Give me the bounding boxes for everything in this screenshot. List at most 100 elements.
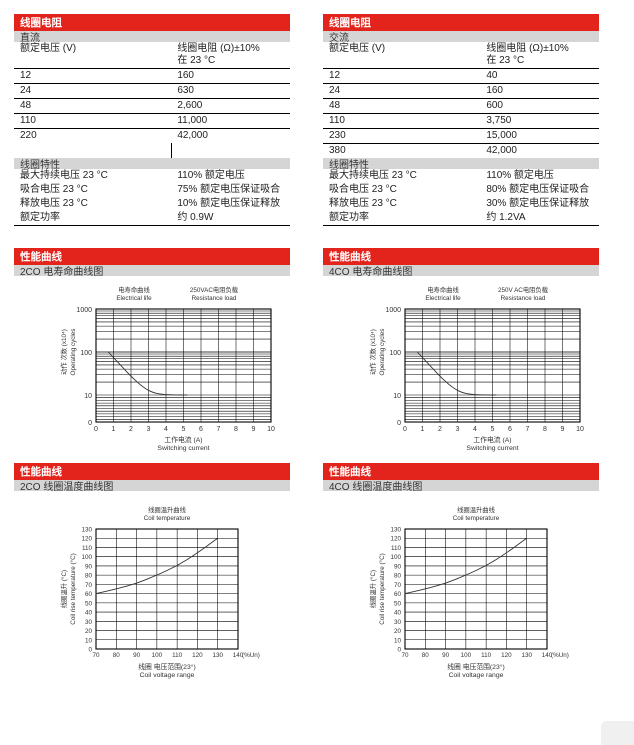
svg-text:线圈温升 (°C): 线圈温升 (°C) [368,570,377,608]
svg-text:110: 110 [82,545,93,552]
svg-text:100: 100 [152,652,163,659]
svg-text:20: 20 [85,628,93,635]
svg-text:90: 90 [85,563,93,570]
svg-text:0: 0 [397,420,401,427]
svg-text:5: 5 [182,426,186,433]
svg-text:10: 10 [393,393,401,400]
svg-text:1: 1 [421,426,425,433]
svg-text:线圈温升曲线: 线圈温升曲线 [148,505,186,514]
svg-text:10: 10 [576,426,584,433]
svg-text:60: 60 [85,591,93,598]
svg-text:30: 30 [394,619,402,626]
svg-text:2: 2 [129,426,133,433]
svg-text:Switching current: Switching current [157,445,209,452]
svg-text:9: 9 [561,426,565,433]
svg-text:80: 80 [394,573,402,580]
svg-text:1000: 1000 [385,307,401,314]
svg-text:120: 120 [390,536,401,543]
svg-text:250V AC电阻负载: 250V AC电阻负载 [498,285,549,294]
svg-text:(%Un): (%Un) [551,652,569,659]
svg-text:7: 7 [217,426,221,433]
svg-text:130: 130 [390,527,401,534]
svg-text:9: 9 [252,426,256,433]
svg-text:90: 90 [133,652,141,659]
svg-text:130: 130 [212,652,223,659]
svg-text:70: 70 [401,652,409,659]
svg-text:80: 80 [422,652,430,659]
svg-text:130: 130 [521,652,532,659]
svg-text:8: 8 [543,426,547,433]
svg-text:线圈 电压范围(23°): 线圈 电压范围(23°) [447,662,504,671]
svg-text:10: 10 [85,637,93,644]
svg-text:0: 0 [94,426,98,433]
svg-text:Electrical life: Electrical life [116,295,152,302]
svg-text:(%Un): (%Un) [242,652,260,659]
svg-text:120: 120 [81,536,92,543]
svg-text:电寿命曲线: 电寿命曲线 [118,285,150,294]
svg-text:动作 次数 (x10⁴): 动作 次数 (x10⁴) [59,329,68,375]
svg-text:工作电流 (A): 工作电流 (A) [473,435,511,444]
svg-text:线圈温升 (°C): 线圈温升 (°C) [59,570,68,608]
svg-text:8: 8 [234,426,238,433]
svg-text:100: 100 [80,350,92,357]
svg-text:Operating cycles: Operating cycles [379,329,386,376]
svg-text:30: 30 [85,619,93,626]
svg-text:0: 0 [88,420,92,427]
svg-text:100: 100 [390,554,401,561]
svg-text:70: 70 [394,582,402,589]
svg-text:Switching current: Switching current [466,445,518,452]
svg-text:80: 80 [85,573,93,580]
svg-text:Coil voltage range: Coil voltage range [449,672,504,679]
svg-text:120: 120 [501,652,512,659]
svg-text:5: 5 [491,426,495,433]
svg-text:100: 100 [81,554,92,561]
svg-text:40: 40 [394,610,402,617]
svg-text:Coil temperature: Coil temperature [453,515,500,522]
svg-text:线圈 电压范围(23°): 线圈 电压范围(23°) [138,662,195,671]
svg-text:Resistance load: Resistance load [192,295,237,302]
svg-text:250VAC电阻负载: 250VAC电阻负载 [190,285,239,294]
svg-text:Operating cycles: Operating cycles [70,329,77,376]
svg-text:80: 80 [113,652,121,659]
svg-text:70: 70 [92,652,100,659]
svg-text:90: 90 [394,563,402,570]
svg-text:4: 4 [164,426,168,433]
svg-text:3: 3 [147,426,151,433]
svg-text:60: 60 [394,591,402,598]
svg-text:10: 10 [394,637,402,644]
svg-text:100: 100 [461,652,472,659]
svg-text:动作 次数 (x10⁴): 动作 次数 (x10⁴) [368,329,377,375]
svg-text:Coil temperature: Coil temperature [144,515,191,522]
svg-text:3: 3 [456,426,460,433]
svg-text:10: 10 [84,393,92,400]
svg-text:Coil rise temperature (°C): Coil rise temperature (°C) [69,553,77,624]
svg-text:40: 40 [85,610,93,617]
svg-text:Electrical life: Electrical life [425,295,461,302]
svg-text:线圈温升曲线: 线圈温升曲线 [457,505,495,514]
svg-text:70: 70 [85,582,93,589]
svg-text:90: 90 [442,652,450,659]
svg-text:110: 110 [391,545,402,552]
svg-text:110: 110 [172,652,183,659]
svg-text:电寿命曲线: 电寿命曲线 [427,285,459,294]
svg-text:1: 1 [112,426,116,433]
svg-text:6: 6 [199,426,203,433]
svg-text:110: 110 [481,652,492,659]
svg-text:Coil voltage range: Coil voltage range [140,672,195,679]
svg-text:6: 6 [508,426,512,433]
svg-text:130: 130 [81,527,92,534]
svg-text:100: 100 [389,350,401,357]
svg-text:工作电流 (A): 工作电流 (A) [164,435,202,444]
svg-text:120: 120 [192,652,203,659]
svg-text:2: 2 [438,426,442,433]
svg-text:20: 20 [394,628,402,635]
svg-text:7: 7 [526,426,530,433]
svg-text:4: 4 [473,426,477,433]
svg-text:50: 50 [394,600,402,607]
svg-text:0: 0 [403,426,407,433]
svg-text:1000: 1000 [76,307,92,314]
svg-text:Resistance load: Resistance load [501,295,546,302]
svg-text:Coil rise temperature (°C): Coil rise temperature (°C) [378,553,386,624]
svg-text:10: 10 [267,426,275,433]
svg-text:50: 50 [85,600,93,607]
